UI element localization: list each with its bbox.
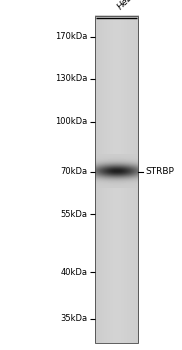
Text: 35kDa: 35kDa: [60, 314, 87, 323]
Text: 130kDa: 130kDa: [55, 74, 87, 83]
Text: 100kDa: 100kDa: [55, 117, 87, 126]
Text: STRBP: STRBP: [146, 167, 175, 176]
Text: 55kDa: 55kDa: [60, 210, 87, 219]
Bar: [95, 16, 138, 343]
Text: HeLa: HeLa: [116, 0, 138, 11]
Text: 40kDa: 40kDa: [60, 268, 87, 277]
Text: 170kDa: 170kDa: [55, 32, 87, 41]
Text: 70kDa: 70kDa: [60, 167, 87, 176]
